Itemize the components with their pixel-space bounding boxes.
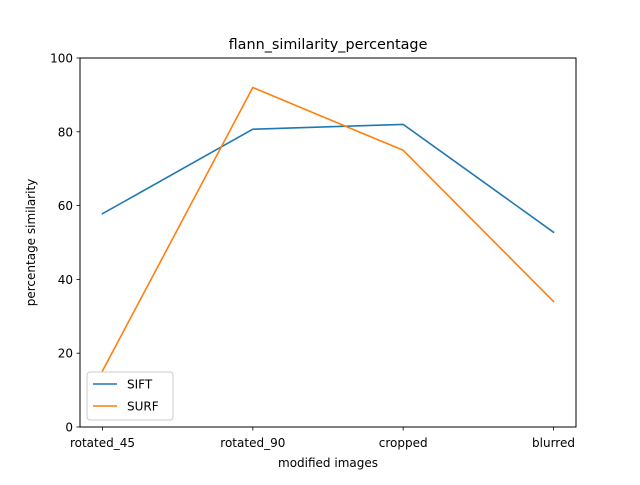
y-tick-label: 100 — [50, 52, 73, 66]
series-lines — [101, 86, 555, 372]
x-axis-ticks: rotated_45 rotated_90 cropped blurred — [70, 427, 575, 450]
y-axis-ticks: 0 20 40 60 80 100 — [50, 52, 80, 435]
legend-label-surf: SURF — [127, 400, 159, 414]
y-tick-label: 60 — [58, 199, 73, 213]
x-tick-label: cropped — [379, 436, 428, 450]
x-tick-label: rotated_45 — [70, 436, 135, 450]
y-tick-label: 80 — [58, 125, 73, 139]
plot-area-frame — [79, 57, 577, 428]
x-tick-label: blurred — [532, 436, 575, 450]
y-tick-label: 0 — [65, 421, 73, 435]
y-axis-label: percentage similarity — [24, 179, 38, 307]
y-tick-label: 40 — [58, 273, 73, 287]
x-tick-label: rotated_90 — [220, 436, 285, 450]
x-axis-label: modified images — [278, 456, 378, 470]
y-tick-label: 20 — [58, 347, 73, 361]
series-line-surf — [101, 86, 555, 372]
chart-title: flann_similarity_percentage — [229, 37, 428, 53]
legend: SIFT SURF — [86, 371, 174, 421]
series-line-sift — [101, 123, 555, 234]
legend-label-sift: SIFT — [127, 378, 153, 392]
